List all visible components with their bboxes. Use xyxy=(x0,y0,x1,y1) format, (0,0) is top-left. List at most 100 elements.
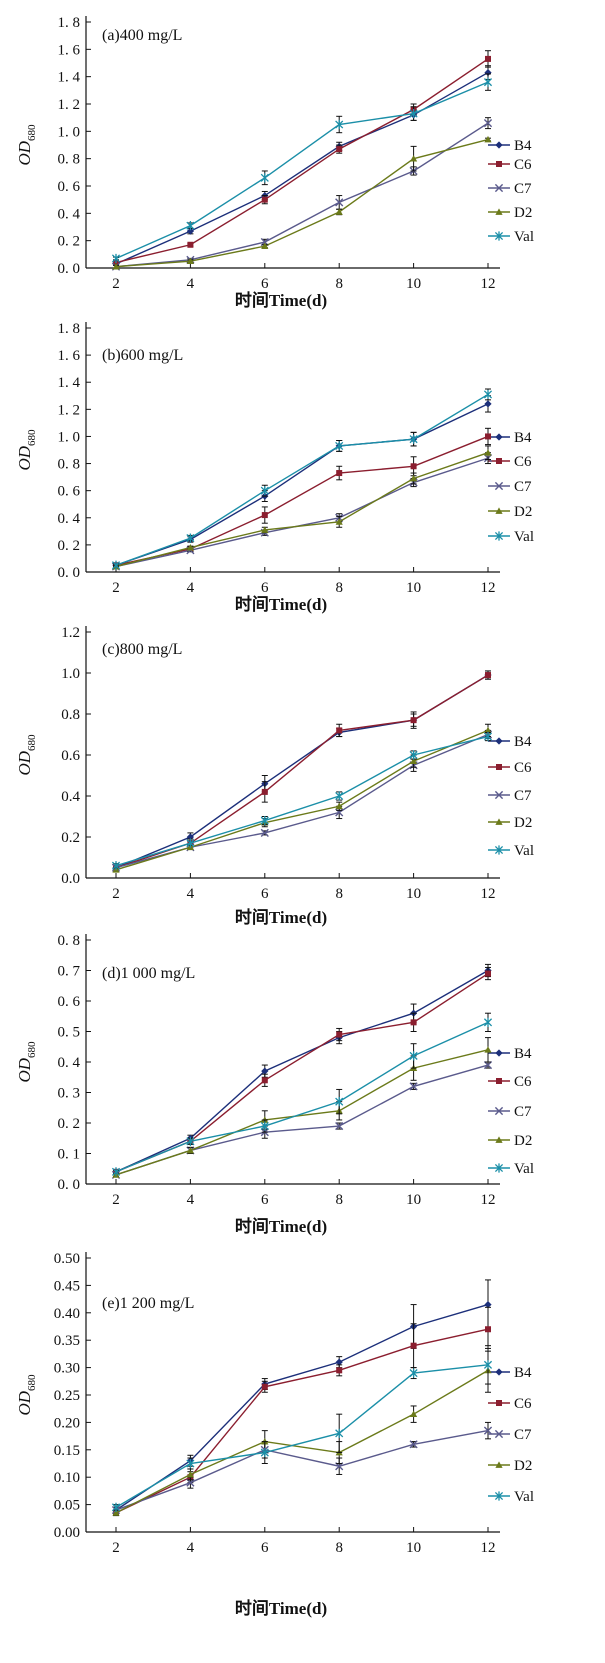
x-tick-label: 10 xyxy=(406,1540,421,1556)
legend-label: D2 xyxy=(514,205,532,221)
chart-panel-2: 0. 0 0. 2 0. 4 0. 6 0. 8 1. 0 1. 2 1. 4 1. 6 1. 8… xyxy=(15,321,534,614)
y-tick-label: 0.00 xyxy=(54,1525,80,1541)
data-point-Val xyxy=(335,441,344,451)
x-tick-label: 6 xyxy=(261,580,269,596)
legend-marker-C6 xyxy=(496,764,502,770)
legend-item-Val: Val xyxy=(488,229,534,245)
data-point-Val xyxy=(260,1121,269,1131)
series-Val xyxy=(111,73,493,264)
data-point-C6 xyxy=(485,55,491,62)
legend-marker-C7 xyxy=(494,790,504,800)
series-B4 xyxy=(112,963,492,1176)
y-tick-label: 0.4 xyxy=(61,789,80,805)
x-tick-label: 8 xyxy=(335,276,343,292)
legend-marker-C7 xyxy=(494,1429,504,1439)
x-tick-label: 8 xyxy=(335,1192,343,1208)
data-point-C7 xyxy=(483,119,493,128)
x-tick-label: 10 xyxy=(406,1192,421,1208)
legend-marker-C6 xyxy=(496,161,502,167)
y-tick-label: 1. 6 xyxy=(58,348,81,364)
data-point-D2 xyxy=(112,1509,120,1516)
legend-item-C7: C7 xyxy=(488,479,532,495)
data-point-Val xyxy=(335,791,344,801)
legend-label: B4 xyxy=(514,734,532,750)
data-point-Val xyxy=(111,861,121,871)
x-tick-label: 12 xyxy=(481,580,496,596)
legend-label: Val xyxy=(514,1161,534,1177)
data-point-C6 xyxy=(261,196,268,203)
legend-marker-Val xyxy=(494,1491,504,1501)
data-point-C7 xyxy=(409,1082,418,1091)
legend-label: C6 xyxy=(514,1074,532,1090)
data-point-C6 xyxy=(336,470,343,477)
data-point-Val xyxy=(335,119,344,130)
legend-marker-D2 xyxy=(495,1136,503,1143)
data-point-C7 xyxy=(483,1426,493,1435)
x-tick-label: 4 xyxy=(187,1192,195,1208)
data-point-C6 xyxy=(261,1077,268,1084)
y-axis-title-main: OD xyxy=(15,1390,34,1415)
series-Val xyxy=(111,1012,493,1177)
data-point-C6 xyxy=(485,672,491,679)
series-line-Val xyxy=(115,1364,489,1508)
y-axis-title-main: OD xyxy=(15,140,34,165)
y-tick-label: 0.05 xyxy=(54,1498,80,1514)
legend-label: C7 xyxy=(514,479,532,495)
series-line-C6 xyxy=(115,58,489,264)
legend-label: B4 xyxy=(514,430,532,446)
legend-label: D2 xyxy=(514,1458,532,1474)
legend-label: Val xyxy=(514,229,534,245)
y-axis-title-sub: 680 xyxy=(26,734,38,751)
chart-panel-5: 0.00 0.05 0.10 0.15 0.20 0.25 0.30 0.35 0.40 0.45… xyxy=(15,1251,534,1618)
legend-marker-D2 xyxy=(495,208,503,215)
y-tick-label: 1. 0 xyxy=(58,429,81,445)
x-tick-label: 10 xyxy=(406,276,421,292)
data-point-Val xyxy=(186,221,195,231)
data-point-C7 xyxy=(409,1440,418,1449)
data-point-Val xyxy=(111,253,121,264)
panel-title: (e)1 200 mg/L xyxy=(102,1295,194,1312)
data-point-C6 xyxy=(261,512,268,519)
x-tick-label: 10 xyxy=(406,580,421,596)
data-point-C6 xyxy=(187,241,194,248)
x-tick-label: 8 xyxy=(335,886,343,902)
y-axis-title-main: OD xyxy=(15,750,34,775)
series-line-Val xyxy=(115,1021,489,1173)
x-tick-label: 6 xyxy=(261,886,269,902)
x-tick-label: 4 xyxy=(187,276,195,292)
series-line-C7 xyxy=(115,733,489,869)
series-B4 xyxy=(112,670,492,872)
data-point-C6 xyxy=(410,463,417,470)
data-point-Val xyxy=(111,560,121,570)
legend-item-D2: D2 xyxy=(488,1133,532,1149)
data-point-D2 xyxy=(410,474,418,482)
x-tick-label: 6 xyxy=(261,1540,269,1556)
data-point-C6 xyxy=(261,1383,268,1390)
data-point-Val xyxy=(409,750,418,760)
legend-label: C7 xyxy=(514,181,532,197)
y-tick-label: 0. 4 xyxy=(58,511,81,527)
y-tick-label: 0.20 xyxy=(54,1415,80,1431)
data-point-C6 xyxy=(336,1031,343,1038)
y-tick-label: 0. 2 xyxy=(58,1116,81,1132)
y-tick-label: 0. 6 xyxy=(58,484,81,500)
y-tick-label: 0.25 xyxy=(54,1388,80,1404)
legend-item-D2: D2 xyxy=(488,1458,532,1474)
legend-label: Val xyxy=(514,529,534,545)
legend-item-D2: D2 xyxy=(488,815,532,831)
series-line-B4 xyxy=(115,71,489,265)
legend-item-C6: C6 xyxy=(488,454,532,470)
series-line-D2 xyxy=(115,138,489,268)
data-point-D2 xyxy=(186,257,194,265)
data-point-C6 xyxy=(336,1367,343,1374)
series-C6 xyxy=(113,670,491,871)
data-point-C6 xyxy=(410,1342,417,1349)
legend-label: C6 xyxy=(514,760,532,776)
series-D2 xyxy=(112,1037,492,1178)
data-point-B4 xyxy=(186,227,194,235)
series-D2 xyxy=(112,445,492,570)
series-C7 xyxy=(111,1060,493,1179)
y-tick-label: 0. 1 xyxy=(58,1147,81,1163)
data-point-B4 xyxy=(484,1300,492,1309)
